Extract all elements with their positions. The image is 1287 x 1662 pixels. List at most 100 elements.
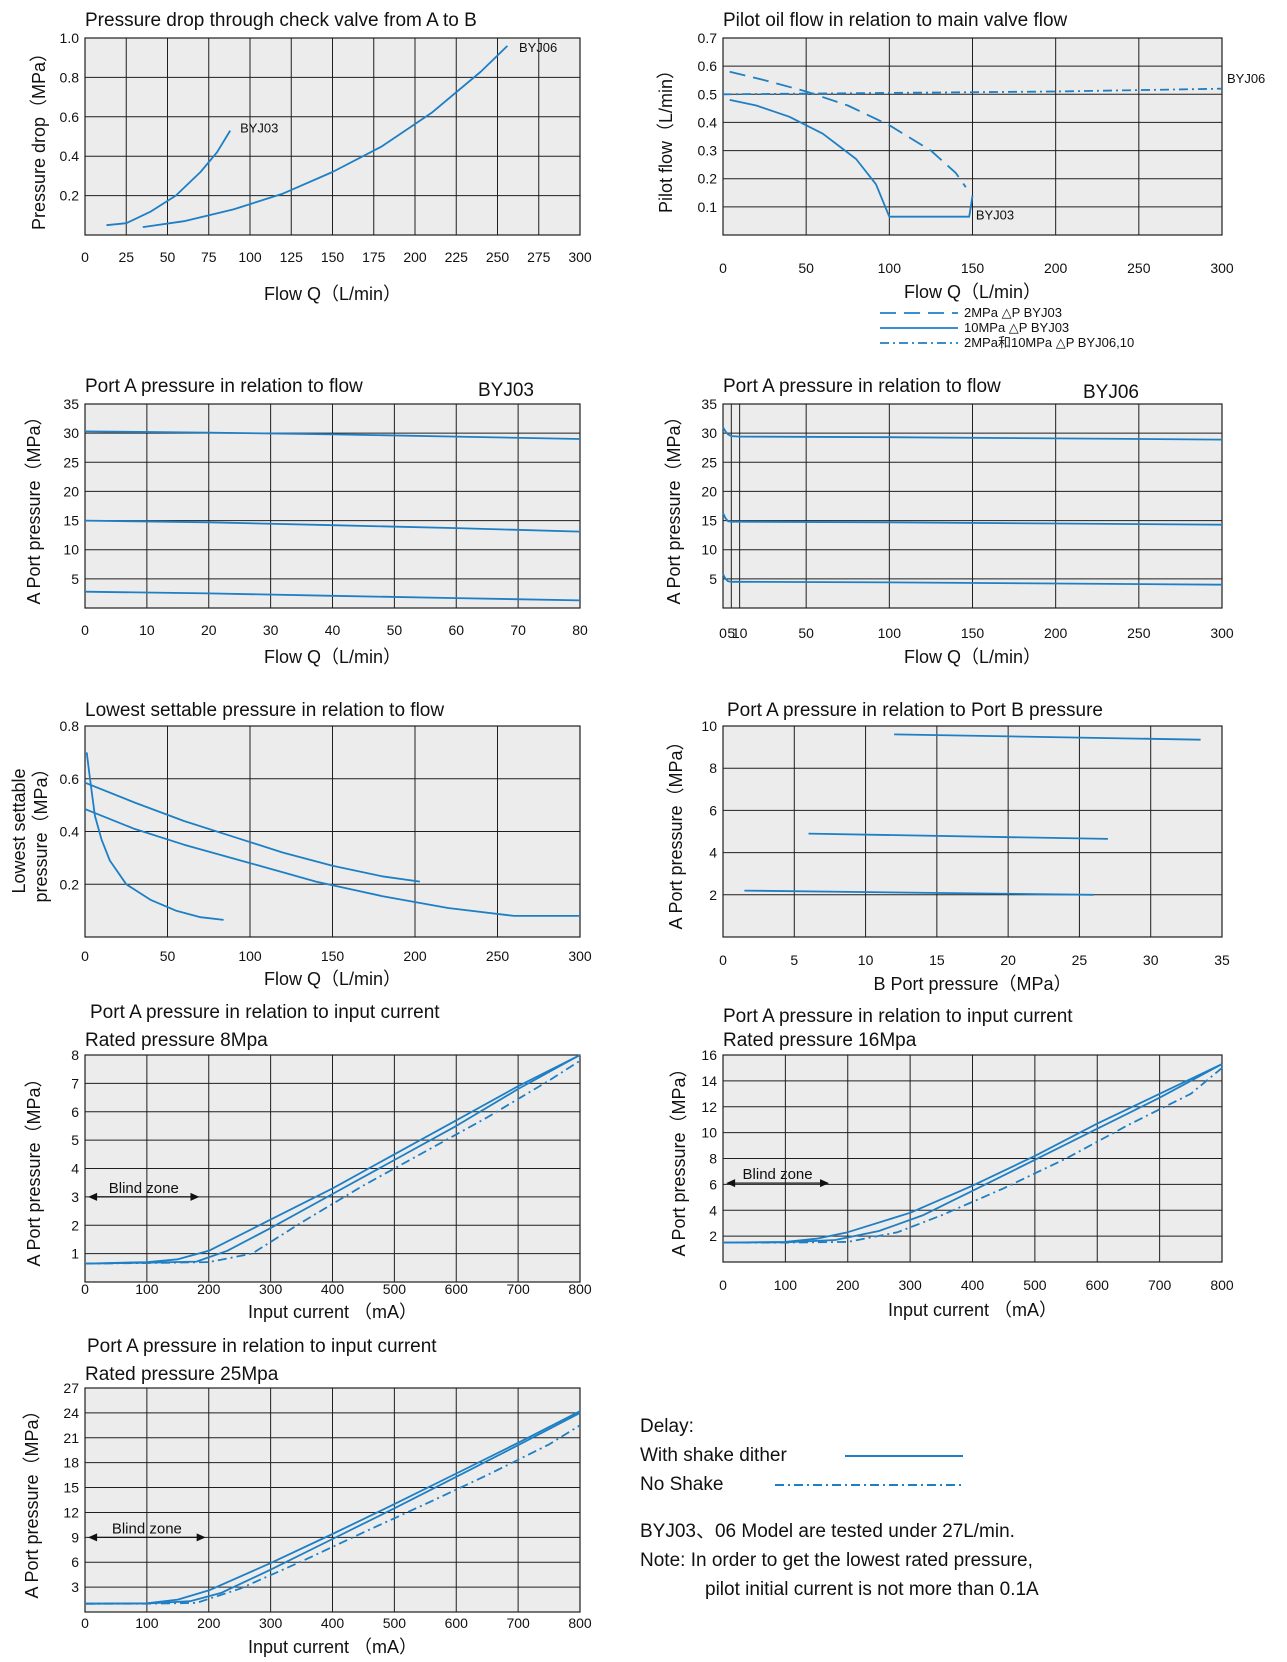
x-axis-label: B Port pressure（MPa） [873,974,1071,994]
x-tick-label: 200 [1044,260,1068,276]
x-tick-label: 300 [259,1615,283,1631]
x-tick-label: 500 [1023,1277,1047,1293]
legend-entry: 10MPa △P BYJ03 [964,320,1069,335]
chart-c3: 0 10 20 30 40 50 60 70 80 5 10 15 20 25 30 35 Port A pre… [24,376,588,667]
x-tick-label: 150 [961,260,985,276]
blind-zone-label: Blind zone [112,1520,182,1537]
series-line-2 [808,832,1108,840]
x-tick-label: 700 [1148,1277,1172,1293]
legend-no-shake: No Shake [640,1470,1260,1499]
y-tick-label: 8 [709,760,717,776]
y-tick-label: 15 [63,513,79,529]
y-tick-label: 35 [63,396,79,412]
y-tick-label: 3 [71,1189,79,1205]
x-tick-label: 275 [527,249,551,265]
y-tick-label: 4 [709,1202,717,1218]
chart-c1: 0 25 50 75 100 125 150 175 200 225 250 275 300 0.2 0.4… [29,10,592,304]
series-line-1 [894,733,1201,741]
series-line-2 [84,1412,581,1605]
y-tick-label: 3 [71,1579,79,1595]
x-tick-label: 250 [1127,260,1151,276]
series-line-2 [722,512,1223,526]
x-tick-label: 0 [81,948,89,964]
chart-title: Port A pressure in relation to flow [723,376,1001,397]
y-tick-label: 10 [701,718,717,734]
x-tick-label: 50 [798,625,814,641]
chart-subtitle: Rated pressure 16Mpa [723,1030,917,1051]
blind-zone-label: Blind zone [743,1166,813,1183]
chart-title: Pilot oil flow in relation to main valve… [723,10,1068,31]
x-tick-label: 15 [929,952,945,968]
x-tick-label: 800 [568,1615,592,1631]
x-axis-label: Flow Q（L/min） [264,969,401,989]
series-line-3 [744,889,1094,896]
y-tick-label: 14 [701,1073,717,1089]
blind-zone-arrow-right-icon [190,1192,200,1201]
y-tick-label: 0.2 [60,188,80,204]
y-tick-label: 15 [63,1480,79,1496]
y-tick-label: 9 [71,1529,79,1545]
y-axis-label: A Port pressure（MPa） [664,407,684,604]
y-tick-label: 6 [709,802,717,818]
x-tick-label: 0 [81,1281,89,1297]
x-tick-label: 700 [506,1281,530,1297]
y-tick-label: 30 [701,425,717,441]
x-tick-label: 250 [486,249,510,265]
x-tick-label: 0 [719,625,727,641]
chart-title: Port A pressure in relation to input cur… [723,1006,1073,1027]
chart-title: Lowest settable pressure in relation to … [85,700,444,721]
x-tick-label: 125 [280,249,304,265]
x-tick-label: 700 [506,1615,530,1631]
x-tick-label: 300 [1210,260,1234,276]
blind-zone-arrow-left-icon [726,1179,736,1188]
legend-dashdot-line [775,1484,963,1486]
x-tick-label: 150 [321,948,345,964]
y-tick-label: 2 [709,887,717,903]
y-tick-label: 12 [63,1504,79,1520]
y-tick-label: 4 [71,1161,79,1177]
chart-c6: 0 5 10 15 20 25 30 35 2 4 6 8 10 Port A pressure in r… [666,700,1230,994]
x-tick-label: 150 [961,625,985,641]
x-tick-label: 250 [1127,625,1151,641]
x-tick-label: 0 [719,1277,727,1293]
legend-no-shake-label: No Shake [640,1474,724,1495]
series-line-3 [722,87,1223,96]
series-line-3 [85,1424,581,1605]
blind-zone-arrow-right-icon [196,1533,206,1542]
legend-with-shake: With shake dither [640,1441,1260,1470]
y-tick-label: 12 [701,1099,717,1115]
series-line-2 [722,1063,1223,1244]
y-tick-label: 0.4 [60,148,80,164]
x-tick-label: 5 [727,625,735,641]
x-tick-label: 250 [486,948,510,964]
y-axis-label: A Port pressure（MPa） [22,1401,42,1598]
series-line-1 [729,70,967,188]
chart-title: Port A pressure in relation to input cur… [90,1002,440,1023]
x-tick-label: 100 [878,260,902,276]
y-axis-label: Pilot flow（L/min） [656,61,676,213]
series-line-1 [722,1063,1223,1244]
x-tick-label: 500 [383,1615,407,1631]
x-tick-label: 600 [1086,1277,1110,1293]
x-tick-label: 50 [160,249,176,265]
x-tick-label: 30 [1143,952,1159,968]
y-tick-label: 30 [63,425,79,441]
y-tick-label: 35 [701,396,717,412]
x-tick-label: 100 [774,1277,798,1293]
y-tick-label: 25 [63,454,79,470]
y-tick-label: 8 [71,1047,79,1063]
x-tick-label: 300 [568,948,592,964]
legend-with-shake-label: With shake dither [640,1445,787,1466]
x-tick-label: 30 [263,622,279,638]
x-tick-label: 0 [719,260,727,276]
y-tick-label: 20 [63,483,79,499]
chart-title: Pressure drop through check valve from A… [85,10,477,31]
x-tick-label: 500 [383,1281,407,1297]
x-tick-label: 50 [160,948,176,964]
series-line-3 [84,590,581,602]
x-tick-label: 5 [790,952,798,968]
chart-c7: 0 100 200 300 400 500 600 700 800 1 2 3 4 5 6 7 8 Port A … [24,1002,592,1322]
x-tick-label: 600 [445,1615,469,1631]
